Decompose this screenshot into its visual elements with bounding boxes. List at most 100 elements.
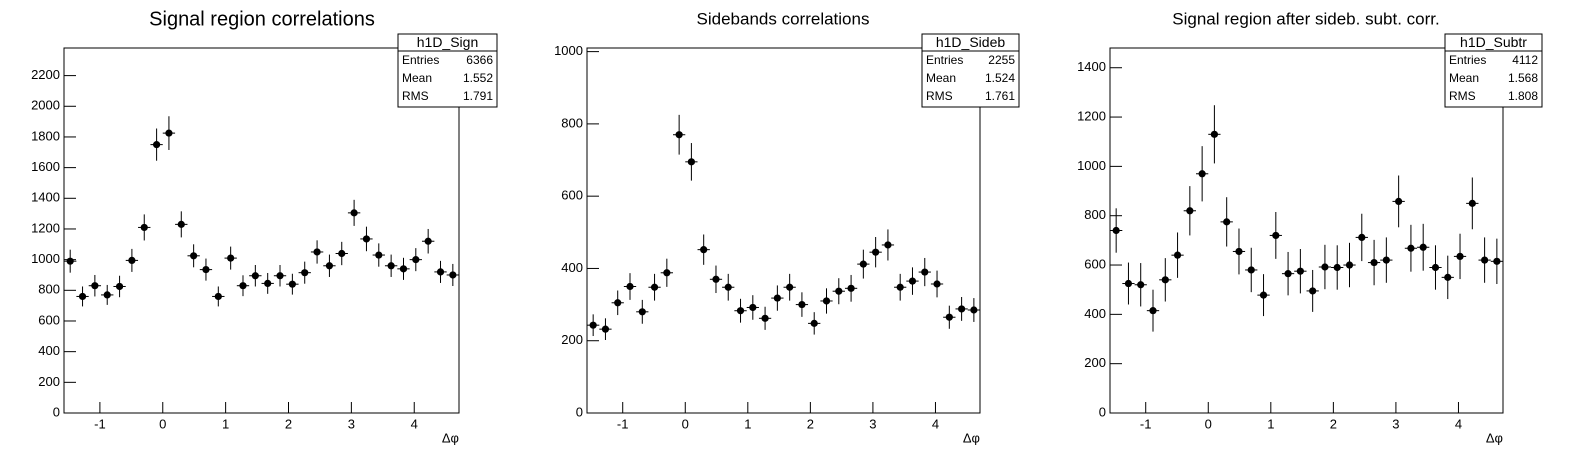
y-tick-label: 1200 bbox=[1077, 108, 1106, 123]
stats-value: 4112 bbox=[1512, 53, 1538, 67]
stats-box bbox=[1444, 33, 1543, 108]
marker bbox=[1161, 276, 1169, 284]
y-tick-label: 200 bbox=[561, 332, 583, 347]
x-tick-label: 3 bbox=[869, 416, 876, 431]
stats-box bbox=[397, 33, 498, 108]
marker bbox=[663, 269, 671, 277]
marker bbox=[1210, 130, 1218, 138]
y-tick-label: 0 bbox=[576, 404, 583, 419]
x-tick-label: 3 bbox=[1392, 416, 1399, 431]
marker bbox=[449, 271, 457, 279]
marker bbox=[798, 300, 806, 309]
stats-label: Mean bbox=[926, 71, 956, 85]
marker bbox=[1137, 281, 1145, 289]
x-tick-label: 2 bbox=[807, 416, 814, 431]
marker bbox=[264, 279, 272, 288]
y-tick-label: 400 bbox=[38, 343, 60, 358]
marker bbox=[412, 256, 420, 264]
marker bbox=[140, 223, 148, 232]
stats-label: RMS bbox=[402, 89, 429, 103]
marker bbox=[1456, 252, 1464, 260]
marker bbox=[786, 283, 794, 291]
stats-title: h1D_Subtr bbox=[1460, 34, 1527, 50]
stats-value: 1.524 bbox=[985, 71, 1015, 85]
y-tick-label: 200 bbox=[1084, 355, 1106, 370]
marker bbox=[1468, 199, 1476, 207]
marker bbox=[1296, 267, 1304, 275]
x-tick-label: 0 bbox=[159, 416, 166, 431]
marker bbox=[1345, 261, 1354, 269]
marker bbox=[1395, 197, 1403, 205]
marker bbox=[103, 291, 111, 299]
marker bbox=[350, 209, 358, 217]
y-tick-label: 600 bbox=[1084, 256, 1106, 271]
marker bbox=[1223, 218, 1231, 226]
marker bbox=[970, 306, 978, 314]
stats-box bbox=[921, 33, 1020, 108]
y-tick-label: 1600 bbox=[31, 159, 60, 174]
marker bbox=[399, 265, 408, 273]
marker bbox=[362, 235, 371, 243]
marker bbox=[822, 297, 831, 305]
stats-label: Entries bbox=[926, 53, 963, 67]
marker bbox=[1309, 287, 1317, 295]
marker bbox=[1419, 243, 1427, 251]
marker bbox=[338, 249, 346, 258]
marker bbox=[1407, 244, 1415, 252]
marker bbox=[1235, 247, 1243, 256]
x-tick-label: 1 bbox=[222, 416, 229, 431]
marker bbox=[847, 284, 855, 292]
marker bbox=[66, 257, 74, 265]
y-tick-label: 0 bbox=[53, 404, 60, 419]
y-tick-label: 600 bbox=[38, 312, 60, 327]
marker bbox=[78, 292, 87, 301]
y-tick-label: 1800 bbox=[31, 128, 60, 143]
x-tick-label: 1 bbox=[744, 416, 751, 431]
marker bbox=[301, 269, 309, 277]
marker bbox=[1112, 226, 1120, 235]
y-tick-label: 2000 bbox=[31, 98, 60, 113]
marker bbox=[1259, 291, 1268, 299]
marker bbox=[626, 282, 634, 291]
marker bbox=[1186, 207, 1194, 215]
y-tick-label: 600 bbox=[561, 188, 583, 203]
marker bbox=[1173, 251, 1182, 259]
x-tick-label: 1 bbox=[1267, 416, 1274, 431]
chart-title: Signal region after sideb. subt. corr. bbox=[1172, 9, 1439, 28]
marker bbox=[859, 260, 867, 268]
marker bbox=[214, 292, 222, 301]
y-tick-label: 800 bbox=[38, 282, 60, 297]
marker bbox=[650, 283, 659, 291]
marker bbox=[921, 268, 929, 276]
marker bbox=[872, 248, 880, 256]
marker bbox=[1370, 258, 1378, 267]
plot-frame bbox=[63, 47, 460, 414]
marker bbox=[153, 141, 161, 149]
marker bbox=[1284, 270, 1292, 278]
marker bbox=[700, 246, 708, 254]
marker bbox=[375, 251, 383, 259]
marker bbox=[436, 268, 445, 276]
marker bbox=[1382, 256, 1390, 264]
marker bbox=[589, 321, 597, 329]
y-tick-label: 1400 bbox=[1077, 59, 1106, 74]
marker bbox=[1321, 263, 1329, 271]
marker bbox=[1198, 170, 1206, 178]
y-tick-label: 1400 bbox=[31, 190, 60, 205]
marker bbox=[1272, 231, 1280, 240]
marker bbox=[313, 248, 321, 256]
marker bbox=[810, 319, 818, 327]
marker bbox=[933, 280, 941, 288]
stats-title: h1D_Sign bbox=[417, 34, 479, 50]
x-axis-label: Δφ bbox=[963, 430, 980, 445]
marker bbox=[202, 266, 210, 274]
y-tick-label: 1000 bbox=[1077, 158, 1106, 173]
stats-label: Entries bbox=[402, 53, 439, 67]
marker bbox=[276, 272, 284, 280]
marker bbox=[165, 129, 173, 137]
marker bbox=[687, 158, 695, 166]
stats-label: RMS bbox=[1449, 89, 1476, 103]
y-tick-label: 2200 bbox=[31, 67, 60, 82]
marker bbox=[177, 220, 185, 228]
